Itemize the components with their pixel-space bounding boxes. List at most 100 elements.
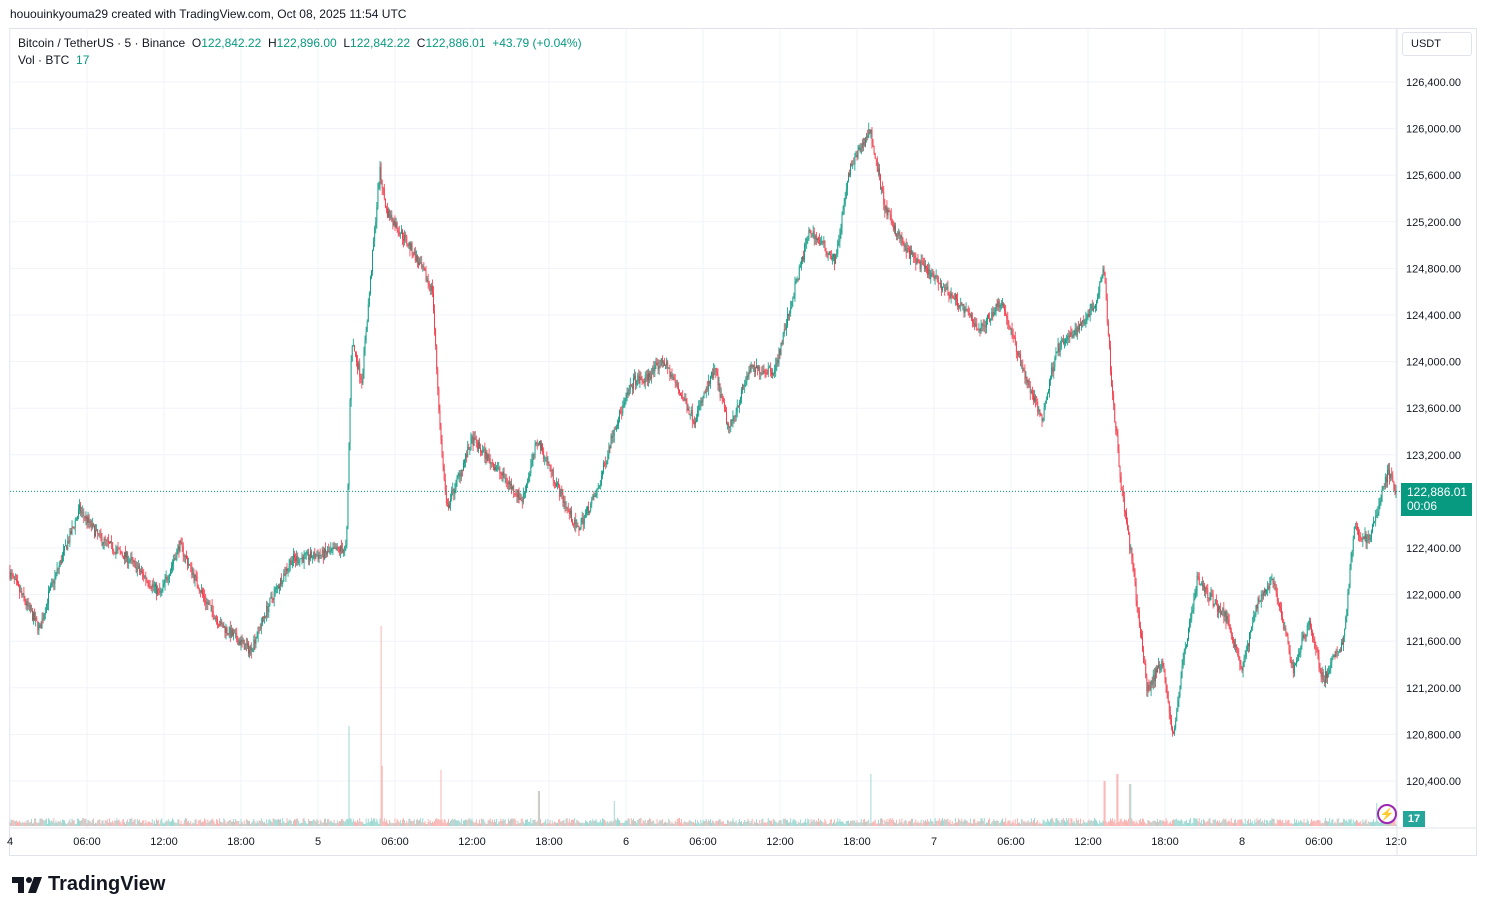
volume-bar	[1152, 820, 1154, 826]
candle-body	[691, 410, 693, 422]
candle-body	[206, 602, 208, 604]
volume-bar	[377, 821, 379, 826]
volume-bar	[149, 822, 151, 826]
volume-bar	[620, 822, 622, 826]
volume-bar	[1022, 820, 1024, 826]
candle-body	[286, 568, 288, 571]
candle-body	[1389, 469, 1391, 479]
candle-body	[1136, 600, 1138, 608]
volume-bar	[91, 819, 93, 826]
candle-body	[381, 180, 383, 189]
volume-bar	[629, 823, 631, 826]
candle-body	[772, 372, 773, 375]
candle-body	[1376, 514, 1378, 517]
candle-body	[404, 234, 406, 241]
volume-bar	[544, 821, 546, 826]
volume-bar	[551, 820, 553, 826]
volume-bar	[263, 822, 264, 826]
candle-body	[726, 411, 727, 425]
candle-body	[176, 549, 178, 560]
tradingview-logo[interactable]: TradingView	[12, 873, 165, 896]
candle-body	[193, 572, 195, 581]
candle-body	[79, 504, 80, 510]
volume-bar	[361, 821, 363, 826]
volume-bar	[207, 819, 209, 826]
volume-bar	[386, 819, 387, 826]
candle-body	[213, 617, 215, 620]
volume-bar	[230, 821, 232, 826]
candle-body	[531, 460, 533, 466]
candle-body	[1306, 625, 1308, 635]
candle-body	[1337, 651, 1339, 653]
candle-body	[789, 313, 791, 316]
candle-body	[275, 587, 277, 590]
volume-bar	[87, 819, 89, 826]
candle-body	[1082, 319, 1084, 322]
candle-body	[186, 555, 187, 559]
volume-bar	[330, 820, 332, 826]
volume-bar	[604, 819, 606, 826]
candle-body	[978, 329, 980, 331]
volume-bar	[284, 822, 286, 826]
candle-body	[1380, 501, 1382, 503]
volume-bar	[1056, 818, 1058, 826]
volume-bar	[343, 820, 345, 826]
volume-bar	[1126, 819, 1127, 826]
candle-body	[602, 472, 603, 477]
lightning-icon[interactable]: ⚡	[1377, 804, 1397, 824]
volume-bar	[971, 823, 972, 826]
candle-body	[232, 629, 233, 636]
candle-body	[1251, 626, 1253, 631]
volume-bar	[203, 821, 204, 826]
volume-bar	[543, 822, 545, 826]
volume-bar	[1316, 819, 1318, 826]
candle-body	[634, 375, 635, 379]
currency-button[interactable]: USDT	[1402, 32, 1472, 56]
volume-bar	[963, 820, 965, 826]
volume-bar	[1173, 819, 1174, 826]
candle-body	[854, 156, 856, 165]
volume-bar	[175, 822, 177, 826]
symbol-title[interactable]: Bitcoin / TetherUS · 5 · Binance	[18, 36, 186, 50]
volume-bar	[192, 822, 194, 826]
volume-bar	[691, 822, 693, 826]
volume-bar	[1023, 821, 1025, 826]
candle-body	[403, 238, 404, 241]
volume-bar	[487, 820, 489, 826]
candle-body	[515, 494, 517, 495]
volume-bar	[712, 820, 714, 826]
candle-body	[135, 562, 137, 572]
candle-body	[219, 625, 221, 626]
candle-body	[304, 553, 306, 555]
volume-bar	[528, 821, 530, 826]
volume-bar	[995, 821, 997, 826]
candle-body	[427, 279, 429, 284]
candle-body	[763, 370, 765, 372]
volume-bar	[1131, 818, 1133, 826]
candle-body	[306, 552, 308, 553]
volume-bar	[856, 819, 858, 826]
candle-body	[1234, 641, 1235, 647]
volume-bar	[494, 819, 495, 826]
volume-bar	[796, 823, 798, 826]
candle-body	[437, 369, 439, 389]
candle-body	[1208, 598, 1210, 600]
volume-bar	[512, 818, 514, 826]
candle-body	[399, 233, 401, 235]
candle-body	[525, 491, 526, 493]
volume-label[interactable]: Vol · BTC	[18, 53, 70, 67]
candle-body	[1000, 304, 1002, 306]
volume-bar	[717, 820, 719, 826]
candle-body	[1179, 685, 1181, 696]
volume-bar	[225, 823, 227, 826]
candle-body	[998, 301, 1000, 308]
candle-body	[489, 458, 491, 464]
candle-body	[1157, 667, 1158, 673]
candle-body	[342, 549, 344, 553]
candle-body	[1079, 323, 1080, 330]
candle-body	[131, 557, 133, 559]
time-tick-label: 18:00	[227, 836, 255, 848]
volume-bar	[603, 818, 604, 826]
volume-bar	[727, 820, 729, 826]
